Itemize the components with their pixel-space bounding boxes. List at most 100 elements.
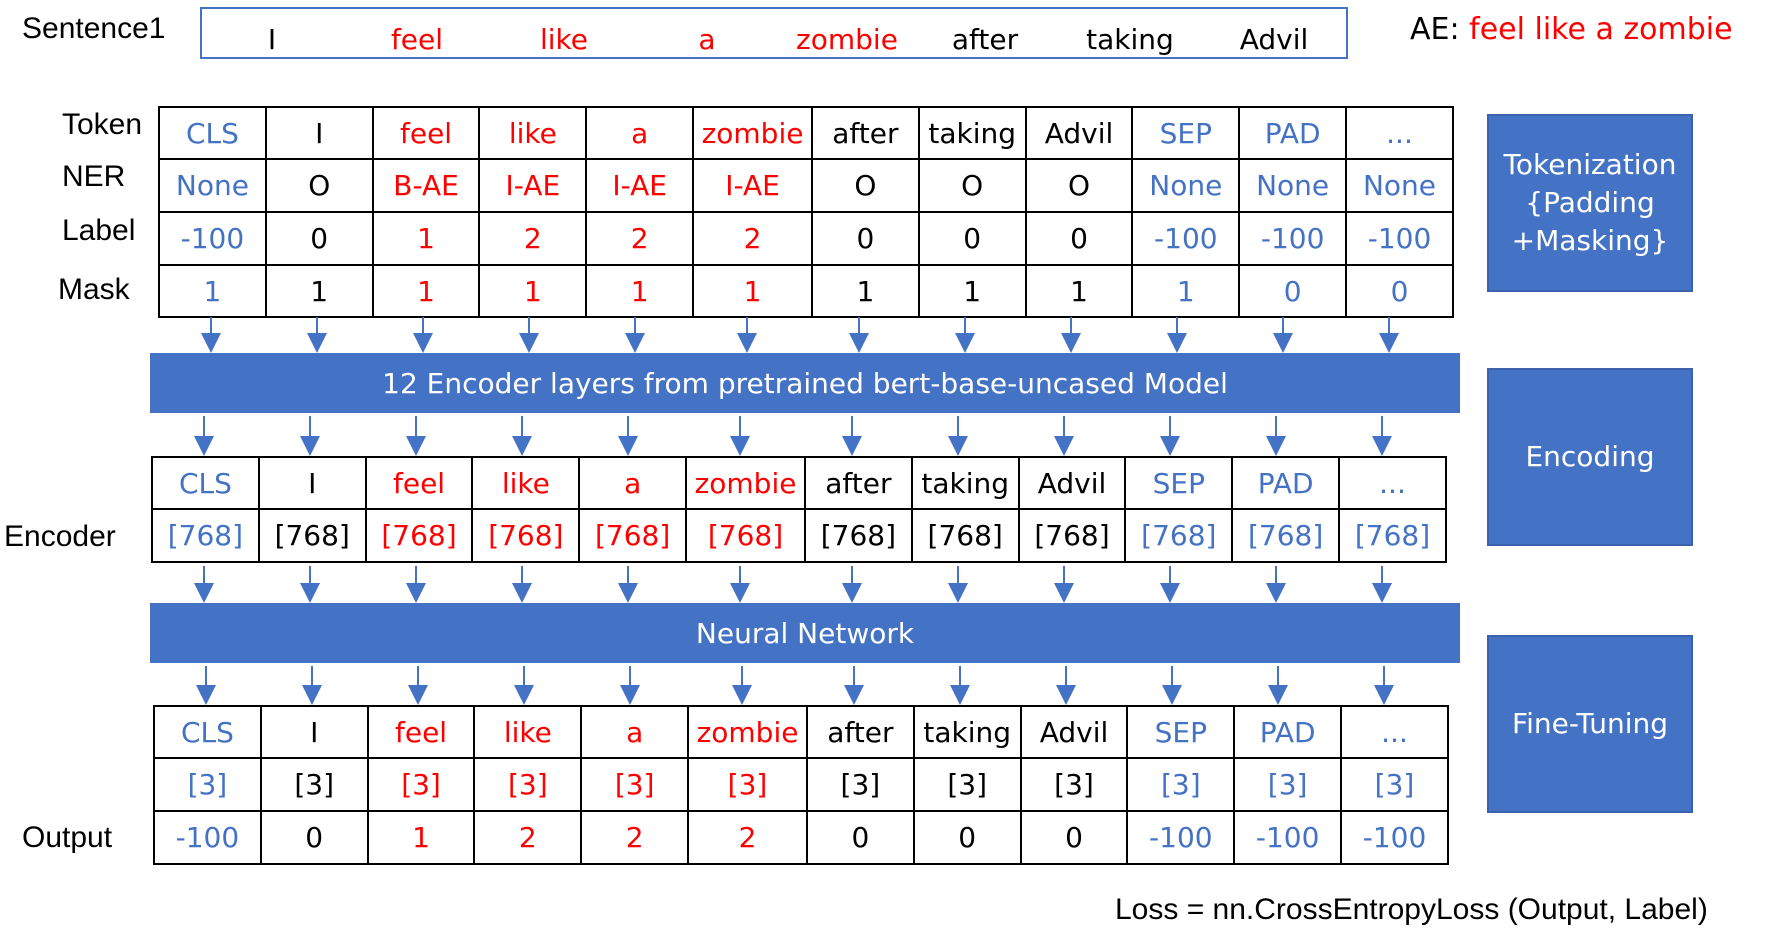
label-cell: 1 xyxy=(371,211,481,266)
output-token-cell: taking xyxy=(912,705,1022,759)
encoder-token-cell: taking xyxy=(910,456,1020,510)
ner-cell: O xyxy=(264,158,374,213)
encoder-token-cell: zombie xyxy=(685,456,806,510)
token-cell: PAD xyxy=(1238,106,1348,160)
encoder-token-cell: CLS xyxy=(151,456,260,510)
label-row: -100 0 1 2 2 2 0 0 0 -100 -100 -100 xyxy=(158,211,1454,266)
encoder-token-cell: Advil xyxy=(1017,456,1127,510)
output-value-cell: 2 xyxy=(473,810,583,865)
sentence-word: zombie xyxy=(796,23,898,56)
mask-cell: 0 xyxy=(1345,264,1454,318)
output-value-cell: 1 xyxy=(366,810,476,865)
row-label-label: Label xyxy=(62,214,136,247)
tokenization-masking: +Masking} xyxy=(1511,224,1669,257)
output-value-cell: 0 xyxy=(805,810,915,865)
sentence-word: like xyxy=(539,23,589,56)
label-cell: 2 xyxy=(585,211,695,266)
tokenization-padding: {Padding xyxy=(1525,186,1655,219)
row-label-encoder: Encoder xyxy=(4,520,116,553)
mask-cell: 1 xyxy=(371,264,481,318)
mask-cell: 1 xyxy=(1024,264,1134,318)
encoder-dim-cell: [768] xyxy=(1231,508,1341,563)
output-token-cell: I xyxy=(259,705,369,759)
output-dim-cell: [3] xyxy=(1019,757,1129,812)
token-cell: zombie xyxy=(692,106,813,160)
output-token-cell: zombie xyxy=(687,705,808,759)
output-value-cell: 2 xyxy=(580,810,690,865)
row-label-output: Output xyxy=(22,821,113,854)
output-token-cell: feel xyxy=(366,705,476,759)
token-cell: Advil xyxy=(1024,106,1134,160)
label-cell: -100 xyxy=(158,211,267,266)
token-cell: I xyxy=(264,106,374,160)
output-value-cell: -100 xyxy=(1126,810,1236,865)
ner-cell: I-AE xyxy=(478,158,588,213)
encoder-dim-row: [768] [768] [768] [768] [768] [768] [768] [768]… xyxy=(151,508,1447,563)
output-token-cell: a xyxy=(580,705,690,759)
token-cell: like xyxy=(478,106,588,160)
output-dim-cell: [3] xyxy=(1126,757,1236,812)
ner-row: None O B-AE I-AE I-AE I-AE O O O None None None xyxy=(158,158,1454,213)
mask-cell: 1 xyxy=(917,264,1027,318)
ae-annotation: AE: feel like a zombie xyxy=(1410,12,1733,47)
output-token-cell: PAD xyxy=(1233,705,1343,759)
ner-cell: None xyxy=(1131,158,1241,213)
mask-cell: 1 xyxy=(478,264,588,318)
output-value-cell: 0 xyxy=(1019,810,1129,865)
encoder-dim-cell: [768] xyxy=(803,508,913,563)
sentence-word: feel xyxy=(390,23,444,56)
token-cell: after xyxy=(810,106,920,160)
row-label-mask: Mask xyxy=(58,273,130,306)
ner-cell: None xyxy=(158,158,267,213)
sentence-word: I xyxy=(267,23,277,56)
encoder-dim-cell: [768] xyxy=(1124,508,1234,563)
label-cell: 0 xyxy=(917,211,1027,266)
label-cell: -100 xyxy=(1238,211,1348,266)
mask-cell: 1 xyxy=(1131,264,1241,318)
token-cell: ... xyxy=(1345,106,1454,160)
sentence-word: taking xyxy=(1086,23,1174,56)
encoder-dim-cell: [768] xyxy=(1338,508,1447,563)
encoder-dim-cell: [768] xyxy=(257,508,367,563)
neural-network-bar: Neural Network xyxy=(150,603,1460,663)
row-label-ner: NER xyxy=(62,160,126,193)
token-cell: feel xyxy=(371,106,481,160)
fine-tuning-stage: Fine-Tuning xyxy=(1487,635,1693,813)
mask-cell: 1 xyxy=(810,264,920,318)
row-label-token: Token xyxy=(62,108,143,141)
ner-cell: I-AE xyxy=(692,158,813,213)
encoder-dim-cell: [768] xyxy=(578,508,688,563)
ner-cell: B-AE xyxy=(371,158,481,213)
output-value-cell: 0 xyxy=(912,810,1022,865)
label-cell: -100 xyxy=(1131,211,1241,266)
output-dim-cell: [3] xyxy=(580,757,690,812)
sentence-label: Sentence1 xyxy=(22,12,166,45)
mask-cell: 1 xyxy=(158,264,267,318)
encoder-dim-cell: [768] xyxy=(910,508,1020,563)
output-dim-cell: [3] xyxy=(805,757,915,812)
encoder-dim-cell: [768] xyxy=(1017,508,1127,563)
token-cell: taking xyxy=(917,106,1027,160)
output-dim-row: [3] [3] [3] [3] [3] [3] [3] [3] [3] [3] [3] [3] xyxy=(153,757,1449,812)
tokenization-title: Tokenization xyxy=(1503,148,1677,181)
label-cell: 0 xyxy=(264,211,374,266)
ner-cell: O xyxy=(917,158,1027,213)
output-token-cell: like xyxy=(473,705,583,759)
label-cell: 0 xyxy=(810,211,920,266)
encoder-dim-cell: [768] xyxy=(364,508,474,563)
mask-cell: 1 xyxy=(585,264,695,318)
encoder-dim-cell: [768] xyxy=(151,508,260,563)
encoder-dim-cell: [768] xyxy=(685,508,806,563)
ae-prefix: AE: xyxy=(1410,12,1460,47)
tokenization-stage: Tokenization {Padding +Masking} xyxy=(1487,114,1693,292)
mask-cell: 1 xyxy=(692,264,813,318)
ner-cell: None xyxy=(1345,158,1454,213)
encoding-stage: Encoding xyxy=(1487,368,1693,546)
